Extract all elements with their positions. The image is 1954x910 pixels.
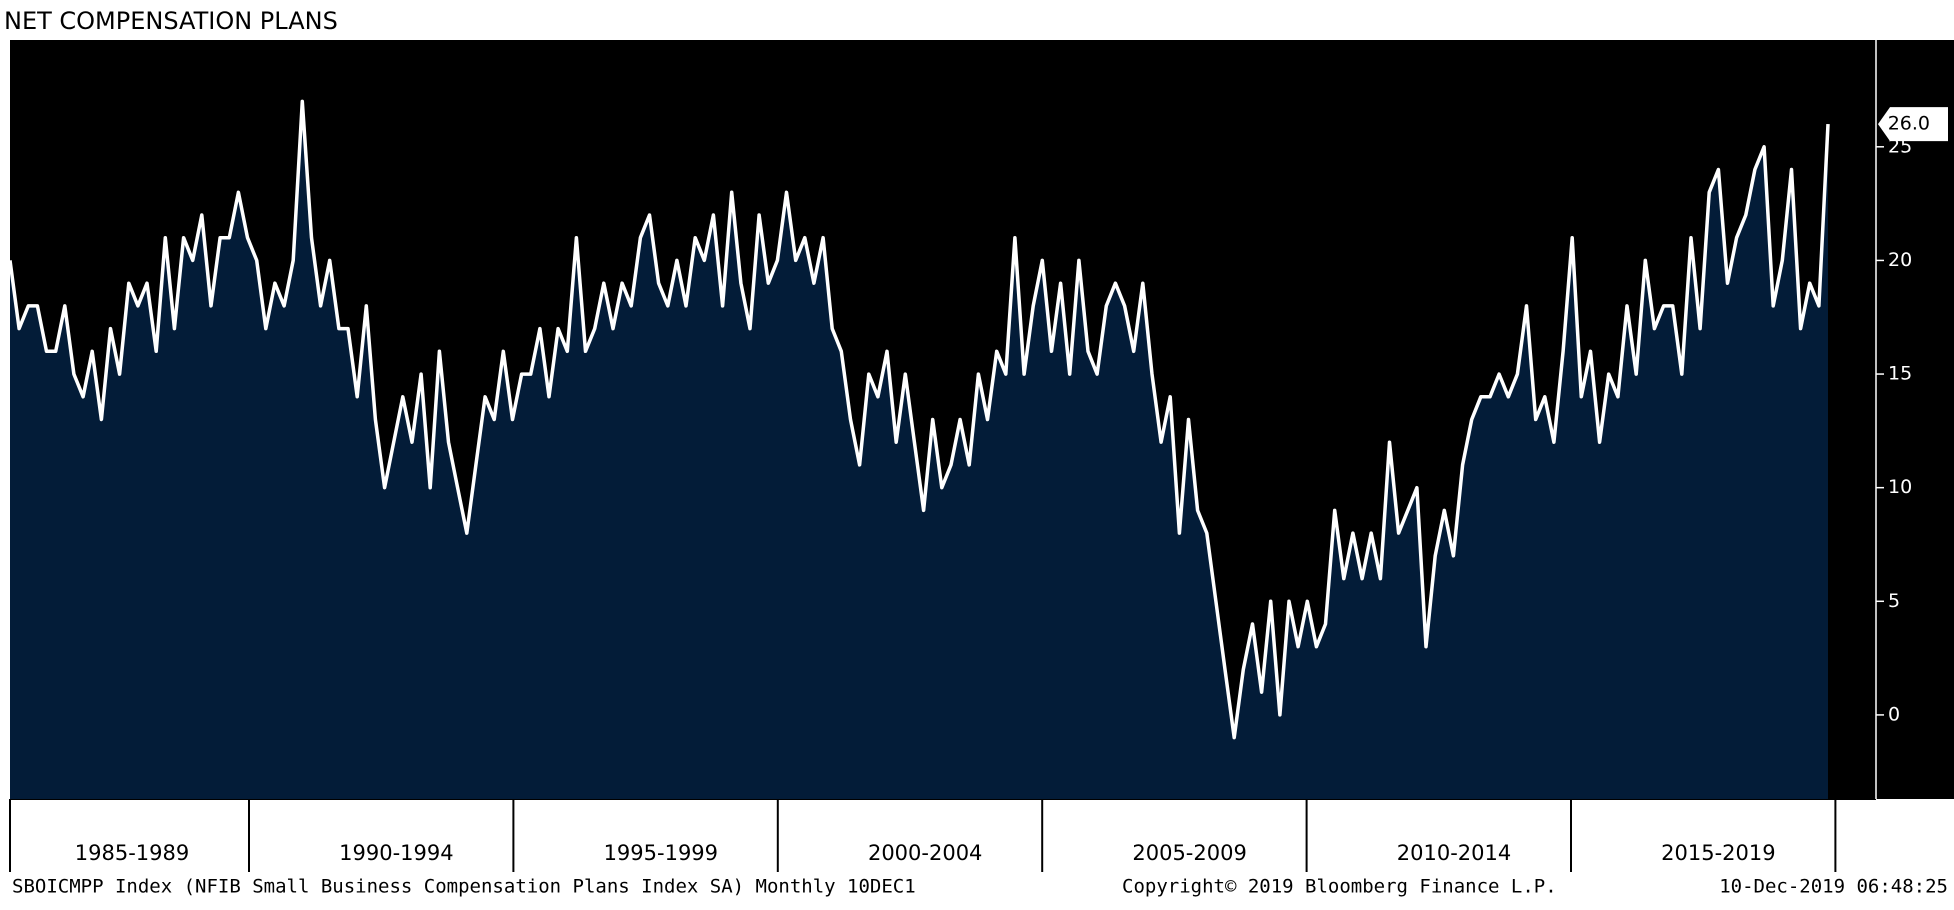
y-tick-label: 20 [1888,249,1912,271]
footer-middle: Copyright© 2019 Bloomberg Finance L.P. [1122,876,1557,898]
period-label: 1990-1994 [339,841,453,865]
line [8,99,1830,740]
period-label: 2000-2004 [868,841,982,865]
area [10,101,1828,799]
axis-background [1876,40,1954,799]
y-tick-label: 15 [1888,363,1912,385]
period-label: 1985-1989 [75,841,189,865]
period-label: 2005-2009 [1132,841,1246,865]
y-tick-label: 10 [1888,476,1912,498]
last-value-label: 26.0 [1888,113,1930,135]
period-label: 2015-2019 [1661,841,1775,865]
y-tick-label: 5 [1888,590,1900,612]
footer-right: 10-Dec-2019 06:48:25 [1719,876,1948,898]
period-label: 1995-1999 [604,841,718,865]
y-tick-label: 25 [1888,135,1912,157]
last-value-tag [1878,107,1948,142]
footer-left: SBOICMPP Index (NFIB Small Business Comp… [12,876,916,898]
period-label: 2010-2014 [1397,841,1511,865]
chart-title: NET COMPENSATION PLANS [4,7,338,35]
y-tick-label: 0 [1888,703,1900,725]
